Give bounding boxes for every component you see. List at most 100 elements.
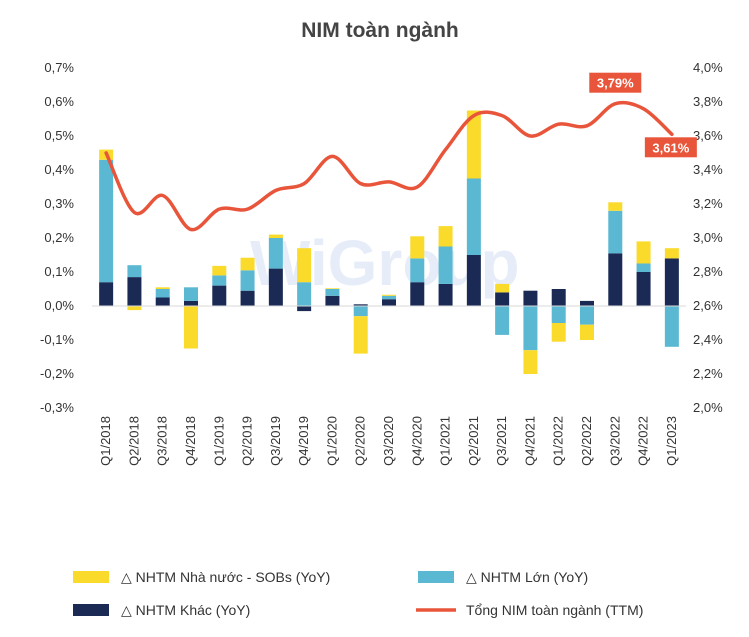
- x-tick-label: Q4/2019: [296, 416, 311, 466]
- y-left-tick-label: -0,3%: [40, 400, 74, 415]
- x-tick-label: Q2/2019: [240, 416, 255, 466]
- bar-segment: [664, 306, 679, 347]
- bar-segment: [127, 277, 142, 306]
- y-left-tick-label: -0,1%: [40, 332, 74, 347]
- bar-segment: [99, 159, 114, 283]
- bar-segment: [240, 257, 255, 271]
- y-left-tick-label: 0,2%: [44, 230, 74, 245]
- bar-segment: [608, 210, 623, 254]
- bar-segment: [495, 283, 510, 293]
- y-left-tick-label: 0,6%: [44, 94, 74, 109]
- y-right-tick-label: 2,0%: [693, 400, 723, 415]
- bar-segment: [212, 285, 227, 306]
- x-tick-label: Q4/2022: [636, 416, 651, 466]
- y-axis-left: -0,3% -0,2% -0,1% 0,0% 0,1% 0,2% 0,3% 0,4% 0,5% 0…: [40, 60, 74, 415]
- bar-segment: [325, 288, 340, 289]
- y-right-tick-label: 3,6%: [693, 128, 723, 143]
- bar-segment: [466, 255, 481, 306]
- y-right-tick-label: 2,8%: [693, 264, 723, 279]
- bar-segment: [636, 263, 651, 272]
- bar-segment: [664, 248, 679, 259]
- bar-segment: [240, 290, 255, 306]
- bar-segment: [127, 265, 142, 278]
- y-left-tick-label: 0,0%: [44, 298, 74, 313]
- legend-swatch: [73, 571, 109, 583]
- bar-segment: [212, 275, 227, 286]
- bar-segment: [382, 299, 396, 306]
- bar-segment: [636, 241, 651, 264]
- x-tick-label: Q2/2018: [126, 416, 141, 466]
- x-tick-label: Q4/2018: [183, 416, 198, 466]
- x-tick-label: Q2/2021: [466, 416, 481, 466]
- bar-segment: [127, 306, 142, 311]
- x-tick-label: Q4/2021: [522, 416, 537, 466]
- y-left-tick-label: 0,5%: [44, 128, 74, 143]
- y-left-tick-label: -0,2%: [40, 366, 74, 381]
- x-tick-label: Q1/2023: [664, 416, 679, 466]
- y-right-tick-label: 2,6%: [693, 298, 723, 313]
- bar-segment: [551, 306, 566, 323]
- bar-segment: [382, 295, 396, 300]
- y-right-tick-label: 3,4%: [693, 162, 723, 177]
- stacked-bars: [99, 110, 679, 374]
- x-axis: Q1/2018 Q2/2018 Q3/2018 Q4/2018 Q1/2019 Q2/20…: [98, 416, 679, 466]
- legend: △ NHTM Nhà nước - SOBs (YoY) △ NHTM Lớn (…: [73, 569, 643, 618]
- bar-segment: [410, 236, 425, 259]
- callout-box: [644, 137, 697, 158]
- y-axis-right: 2,0% 2,2% 2,4% 2,6% 2,8% 3,0% 3,2% 3,4% 3,6% 3,8%…: [693, 60, 723, 415]
- bar-segment: [297, 306, 312, 312]
- bar-segment: [212, 265, 227, 276]
- legend-label: △ NHTM Khác (YoY): [121, 602, 250, 618]
- bar-segment: [495, 292, 510, 306]
- bar-segment: [551, 289, 566, 306]
- bar-segment: [580, 306, 594, 325]
- x-tick-label: Q3/2019: [268, 416, 283, 466]
- bar-segment: [325, 295, 340, 306]
- y-right-tick-label: 2,4%: [693, 332, 723, 347]
- bar-segment: [353, 306, 368, 317]
- bar-segment: [184, 306, 198, 349]
- x-tick-label: Q1/2019: [211, 416, 226, 466]
- y-left-tick-label: 0,3%: [44, 196, 74, 211]
- y-right-tick-label: 3,8%: [693, 94, 723, 109]
- x-tick-label: Q3/2022: [607, 416, 622, 466]
- bar-segment: [466, 110, 481, 179]
- bar-segment: [155, 287, 170, 289]
- bar-segment: [466, 178, 481, 255]
- bar-segment: [268, 238, 283, 269]
- y-left-tick-label: 0,7%: [44, 60, 74, 75]
- bar-segment: [325, 289, 340, 296]
- bar-segment: [580, 324, 594, 340]
- bar-segment: [608, 202, 623, 211]
- bar-segment: [155, 297, 170, 306]
- bar-segment: [155, 289, 170, 298]
- legend-swatch: [73, 604, 109, 616]
- bar-segment: [523, 290, 538, 306]
- callout-label: 3,79%: [597, 76, 634, 91]
- x-tick-label: Q3/2020: [381, 416, 396, 466]
- bar-segment: [551, 323, 566, 342]
- chart-title: NIM toàn ngành: [301, 19, 458, 42]
- bar-segment: [99, 282, 114, 306]
- bar-segment: [438, 283, 453, 306]
- bar-segment: [438, 246, 453, 284]
- bar-segment: [664, 258, 679, 306]
- legend-label: △ NHTM Lớn (YoY): [466, 569, 588, 585]
- x-tick-label: Q1/2022: [551, 416, 566, 466]
- bar-segment: [297, 282, 312, 306]
- y-right-tick-label: 3,0%: [693, 230, 723, 245]
- y-left-tick-label: 0,1%: [44, 264, 74, 279]
- bar-segment: [636, 272, 651, 306]
- x-tick-label: Q3/2018: [155, 416, 170, 466]
- x-tick-label: Q2/2022: [579, 416, 594, 466]
- bar-segment: [523, 350, 538, 374]
- bar-segment: [410, 258, 425, 283]
- y-left-tick-label: 0,4%: [44, 162, 74, 177]
- bar-segment: [240, 270, 255, 291]
- value-callouts: 3,79% 3,61%: [589, 72, 697, 158]
- bar-segment: [184, 287, 198, 301]
- y-right-tick-label: 4,0%: [693, 60, 723, 75]
- x-tick-label: Q2/2020: [353, 416, 368, 466]
